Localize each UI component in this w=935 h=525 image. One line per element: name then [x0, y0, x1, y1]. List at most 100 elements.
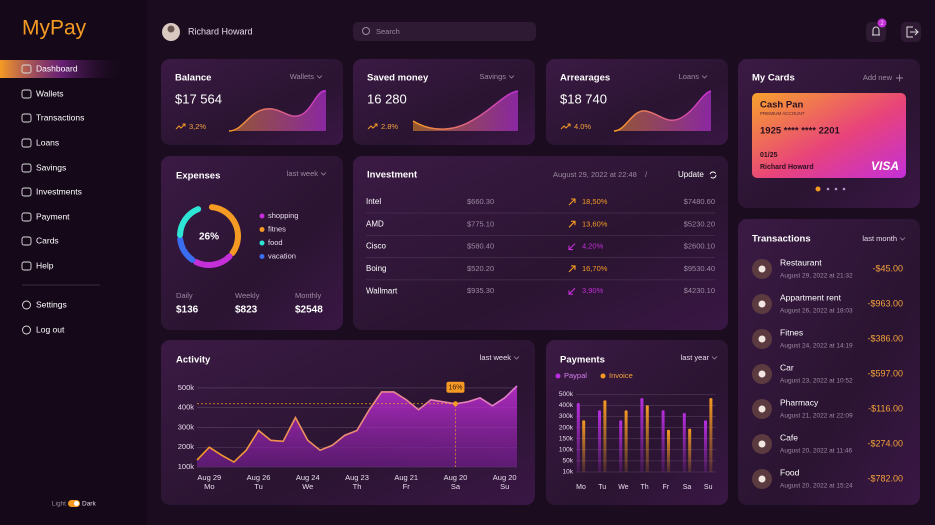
- y-tick-label: 500k: [559, 391, 574, 398]
- nav-item[interactable]: Transactions: [21, 112, 84, 123]
- stock-value: $2600.10: [684, 242, 715, 251]
- bar: [619, 420, 623, 472]
- transaction-item[interactable]: Fitnes August 24, 2022 at 14:19 -$386.00: [752, 327, 903, 350]
- transaction-item[interactable]: Pharmacy August 21, 2022 at 22:09 -$116.00: [752, 397, 903, 420]
- transaction-date: August 20, 2022 at 11:46: [780, 448, 853, 455]
- pager-dot[interactable]: [826, 187, 830, 191]
- x-tick-label: Tu: [598, 484, 606, 491]
- donut-arc: [208, 204, 241, 257]
- stock-value: $7480.60: [684, 197, 715, 206]
- stat-value: $823: [235, 305, 258, 316]
- transaction-item[interactable]: Appartment rent August 26, 2022 at 18:03 -…: [752, 292, 903, 315]
- nav-icon: [22, 325, 31, 335]
- sparkline-area: [413, 91, 518, 131]
- nav-icon: [21, 187, 32, 197]
- stat-label: Daily: [176, 291, 193, 300]
- expenses-panel: [161, 156, 343, 330]
- legend-dot: [259, 240, 265, 246]
- pager-dot[interactable]: [815, 186, 821, 192]
- nav-item[interactable]: Investments: [21, 186, 82, 197]
- bar: [640, 398, 644, 472]
- transaction-item[interactable]: Cafe August 20, 2022 at 11:46 -$274.00: [752, 432, 903, 455]
- nav-label: Savings: [36, 162, 66, 172]
- card-filter: Savings: [479, 72, 506, 81]
- stock-name: Wallmart: [366, 286, 398, 295]
- transaction-date: August 26, 2022 at 18:03: [780, 308, 853, 315]
- investment-date: August 29, 2022 at 22:48: [553, 170, 637, 179]
- transaction-amount: -$45.00: [872, 263, 903, 273]
- bar: [645, 405, 649, 472]
- transaction-amount: -$116.00: [868, 403, 903, 413]
- card-expiry: 01/25: [760, 152, 778, 159]
- nav-item[interactable]: Cards: [21, 235, 59, 246]
- stock-price: $520.20: [467, 264, 494, 273]
- panel-filter: last week: [480, 353, 512, 362]
- highlight-point: [452, 401, 458, 407]
- x-tick-weekday: Th: [353, 482, 362, 491]
- search-box[interactable]: [353, 22, 536, 41]
- nav-item[interactable]: Wallets: [21, 88, 64, 99]
- transaction-name: Car: [780, 362, 794, 372]
- chevron: [320, 172, 327, 176]
- transaction-item[interactable]: Food August 20, 2022 at 15:24 -$782.00: [752, 467, 903, 490]
- card-brand: VISA: [871, 159, 899, 173]
- transaction-date: August 20, 2022 at 15:24: [780, 483, 853, 490]
- transaction-glyph: [758, 265, 766, 273]
- transaction-glyph: [758, 335, 766, 343]
- bar: [688, 428, 692, 472]
- transactions-panel: [738, 219, 920, 505]
- trend-icon: [560, 123, 571, 130]
- donut-center: 26%: [199, 232, 219, 243]
- bank-card[interactable]: [752, 93, 906, 178]
- nav-item[interactable]: Help: [21, 260, 54, 271]
- bar: [598, 410, 601, 472]
- refresh-icon: [709, 171, 717, 179]
- bar: [624, 410, 628, 472]
- panel-filter: last year: [681, 353, 710, 362]
- sidebar: [0, 0, 147, 525]
- nav-item[interactable]: Settings: [22, 299, 67, 310]
- transaction-glyph: [758, 405, 766, 413]
- nav-item[interactable]: Log out: [22, 324, 65, 335]
- bar: [709, 398, 713, 472]
- stock-price: $580.40: [467, 242, 494, 251]
- transaction-name: Pharmacy: [780, 397, 819, 407]
- stock-change: 18,50%: [582, 197, 608, 206]
- stat-value: $2548: [295, 305, 323, 316]
- nav-label: Log out: [36, 324, 65, 334]
- legend-label: Paypal: [564, 371, 587, 380]
- y-tick-label: 100k: [559, 447, 574, 454]
- nav-item[interactable]: Loans: [21, 137, 59, 148]
- nav-label: Help: [36, 260, 54, 270]
- nav-item[interactable]: Payment: [21, 211, 70, 222]
- panel-filter: last week: [287, 169, 319, 178]
- y-tick-label: 150k: [559, 435, 574, 442]
- legend-label: Invoice: [609, 371, 633, 380]
- search-icon: [362, 27, 370, 35]
- stock-change: 4,20%: [582, 242, 604, 251]
- stock-change: 13,60%: [582, 219, 608, 228]
- pager-dot[interactable]: [842, 187, 846, 191]
- theme-light: Light: [52, 501, 66, 508]
- transaction-item[interactable]: Car August 23, 2022 at 10:52 -$597.00: [752, 362, 903, 385]
- transaction-item[interactable]: Restaurant August 29, 2022 at 21:32 -$45.0…: [752, 257, 903, 280]
- y-tick-label: 400k: [559, 402, 574, 409]
- nav-item[interactable]: Savings: [21, 162, 66, 173]
- transaction-name: Cafe: [780, 432, 798, 442]
- transaction-amount: -$963.00: [867, 298, 903, 308]
- x-tick-weekday: Tu: [254, 482, 262, 491]
- badge: [877, 18, 887, 28]
- x-tick-weekday: Fr: [403, 482, 411, 491]
- bar: [661, 410, 665, 472]
- panel-title: Transactions: [752, 234, 811, 245]
- bar: [682, 413, 686, 472]
- card-type: PREMIUM ACCOUNT: [760, 111, 805, 116]
- nav-label: Dashboard: [36, 63, 78, 73]
- nav-label: Loans: [36, 137, 59, 147]
- card-amount: $17 564: [175, 91, 222, 106]
- nav-item[interactable]: Dashboard: [0, 60, 125, 78]
- transaction-date: August 24, 2022 at 14:19: [780, 343, 853, 350]
- stock-price: $935.30: [467, 286, 494, 295]
- pager-dot[interactable]: [834, 187, 838, 191]
- sparkline-area: [606, 91, 711, 131]
